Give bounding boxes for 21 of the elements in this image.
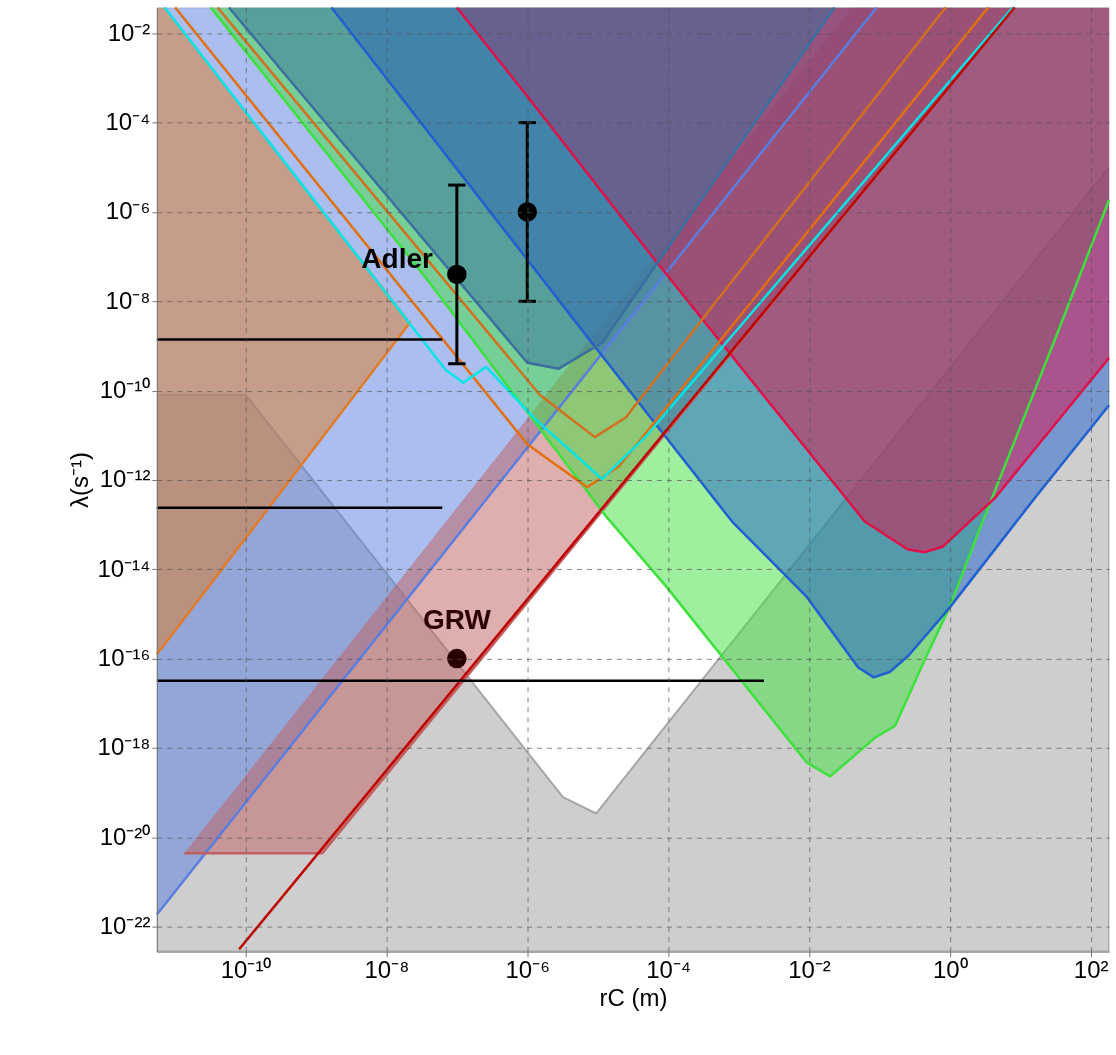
y-tick-label: 10⁻¹⁰ xyxy=(99,376,151,404)
y-axis-title: λ(s⁻¹) xyxy=(66,452,94,508)
y-tick-label: 10⁻²⁰ xyxy=(99,822,151,850)
y-tick-label: 10⁻¹⁶ xyxy=(97,644,151,672)
x-tick-label: 10⁰ xyxy=(933,956,968,984)
y-tick-label: 10⁻¹⁸ xyxy=(97,733,151,761)
y-tick-label: 10⁻⁴ xyxy=(105,108,151,136)
y-tick-label: 10⁻²² xyxy=(99,912,151,940)
y-tick-label: 10⁻¹⁴ xyxy=(97,554,151,582)
y-tick-label: 10⁻¹² xyxy=(99,465,151,493)
x-axis-title: rC (m) xyxy=(599,984,668,1012)
x-tick-label: 10⁻⁶ xyxy=(505,956,551,984)
x-tick-label: 10² xyxy=(1073,956,1109,984)
x-tick-label: 10⁻² xyxy=(788,956,831,984)
y-tick-label: 10⁻⁸ xyxy=(105,286,151,314)
x-tick-label: 10⁻¹⁰ xyxy=(220,956,272,984)
y-tick-label: 10⁻⁶ xyxy=(105,197,151,225)
y-tick-label: 10⁻² xyxy=(107,18,151,46)
x-tick-label: 10⁻⁴ xyxy=(646,956,692,984)
annotation: GRW xyxy=(422,603,492,635)
x-tick-label: 10⁻⁸ xyxy=(364,956,410,984)
